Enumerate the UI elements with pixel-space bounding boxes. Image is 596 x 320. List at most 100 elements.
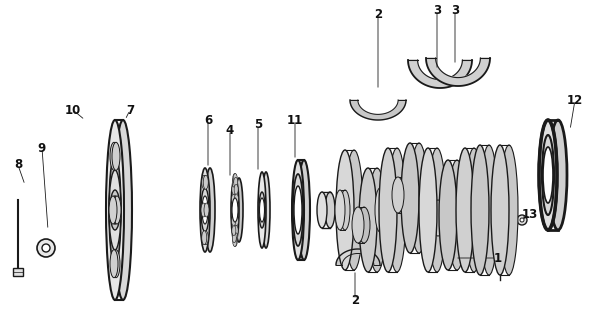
Ellipse shape (235, 178, 243, 242)
Ellipse shape (317, 192, 327, 228)
Ellipse shape (233, 173, 237, 183)
Ellipse shape (258, 172, 266, 248)
Ellipse shape (203, 175, 208, 189)
Ellipse shape (398, 177, 410, 213)
Ellipse shape (232, 226, 236, 236)
Polygon shape (336, 249, 380, 265)
Ellipse shape (359, 168, 377, 272)
Circle shape (520, 218, 524, 222)
Ellipse shape (233, 236, 237, 246)
Ellipse shape (106, 120, 124, 300)
Ellipse shape (232, 184, 236, 195)
Ellipse shape (428, 148, 446, 272)
Ellipse shape (380, 188, 390, 232)
Ellipse shape (259, 192, 265, 228)
Text: 1: 1 (494, 252, 502, 265)
Text: 5: 5 (254, 118, 262, 132)
Text: 11: 11 (287, 114, 303, 126)
Ellipse shape (439, 160, 457, 270)
Polygon shape (426, 58, 490, 86)
Ellipse shape (202, 175, 207, 189)
Ellipse shape (201, 203, 206, 217)
Ellipse shape (420, 188, 430, 232)
Ellipse shape (232, 233, 236, 243)
Circle shape (37, 239, 55, 257)
Ellipse shape (340, 190, 350, 230)
Ellipse shape (298, 160, 310, 260)
Ellipse shape (202, 231, 207, 245)
Ellipse shape (234, 226, 238, 236)
Ellipse shape (234, 233, 238, 243)
Ellipse shape (358, 207, 370, 243)
Ellipse shape (432, 200, 444, 236)
Ellipse shape (542, 135, 554, 215)
Ellipse shape (415, 188, 425, 232)
Ellipse shape (549, 120, 567, 230)
Ellipse shape (234, 184, 238, 195)
Text: 6: 6 (204, 114, 212, 126)
Ellipse shape (232, 216, 235, 226)
Ellipse shape (262, 172, 270, 248)
Ellipse shape (232, 198, 238, 222)
Ellipse shape (460, 188, 470, 232)
Ellipse shape (203, 231, 208, 245)
Ellipse shape (448, 160, 466, 270)
Ellipse shape (419, 148, 437, 272)
Ellipse shape (110, 190, 120, 230)
Ellipse shape (113, 196, 121, 224)
Text: 4: 4 (226, 124, 234, 137)
Circle shape (517, 215, 527, 225)
Ellipse shape (109, 170, 121, 250)
Ellipse shape (410, 143, 428, 253)
Text: 3: 3 (433, 4, 441, 17)
Ellipse shape (234, 216, 238, 226)
Text: 8: 8 (14, 158, 22, 172)
Ellipse shape (336, 150, 354, 270)
Polygon shape (350, 100, 406, 120)
Ellipse shape (539, 120, 557, 230)
Ellipse shape (234, 177, 238, 187)
Ellipse shape (109, 155, 121, 265)
Ellipse shape (392, 177, 404, 213)
Ellipse shape (233, 236, 237, 246)
Ellipse shape (232, 177, 236, 187)
Ellipse shape (335, 190, 345, 230)
Bar (13, 268, 23, 276)
Ellipse shape (110, 142, 118, 170)
Ellipse shape (456, 148, 474, 272)
Text: 12: 12 (567, 93, 583, 107)
Ellipse shape (345, 150, 363, 270)
Ellipse shape (388, 148, 406, 272)
Ellipse shape (259, 198, 265, 222)
Ellipse shape (471, 145, 489, 275)
Ellipse shape (325, 192, 335, 228)
Ellipse shape (465, 148, 483, 272)
Ellipse shape (114, 120, 132, 300)
Ellipse shape (205, 168, 215, 252)
Ellipse shape (485, 185, 495, 235)
Circle shape (42, 244, 50, 252)
Ellipse shape (232, 194, 235, 204)
Ellipse shape (401, 143, 419, 253)
Ellipse shape (368, 168, 386, 272)
Ellipse shape (455, 188, 465, 232)
Ellipse shape (293, 174, 303, 246)
Ellipse shape (112, 250, 120, 278)
Text: 9: 9 (38, 141, 46, 155)
Text: 7: 7 (126, 103, 134, 116)
Ellipse shape (294, 186, 302, 234)
Ellipse shape (109, 196, 117, 224)
Ellipse shape (204, 203, 209, 217)
Ellipse shape (234, 194, 238, 204)
Ellipse shape (490, 185, 500, 235)
Text: 3: 3 (451, 4, 459, 17)
Text: 10: 10 (65, 103, 81, 116)
Ellipse shape (234, 205, 238, 215)
Ellipse shape (491, 145, 509, 275)
Ellipse shape (500, 145, 518, 275)
Ellipse shape (292, 160, 304, 260)
Ellipse shape (231, 178, 239, 242)
Ellipse shape (379, 148, 397, 272)
Ellipse shape (202, 196, 208, 224)
Ellipse shape (201, 188, 209, 232)
